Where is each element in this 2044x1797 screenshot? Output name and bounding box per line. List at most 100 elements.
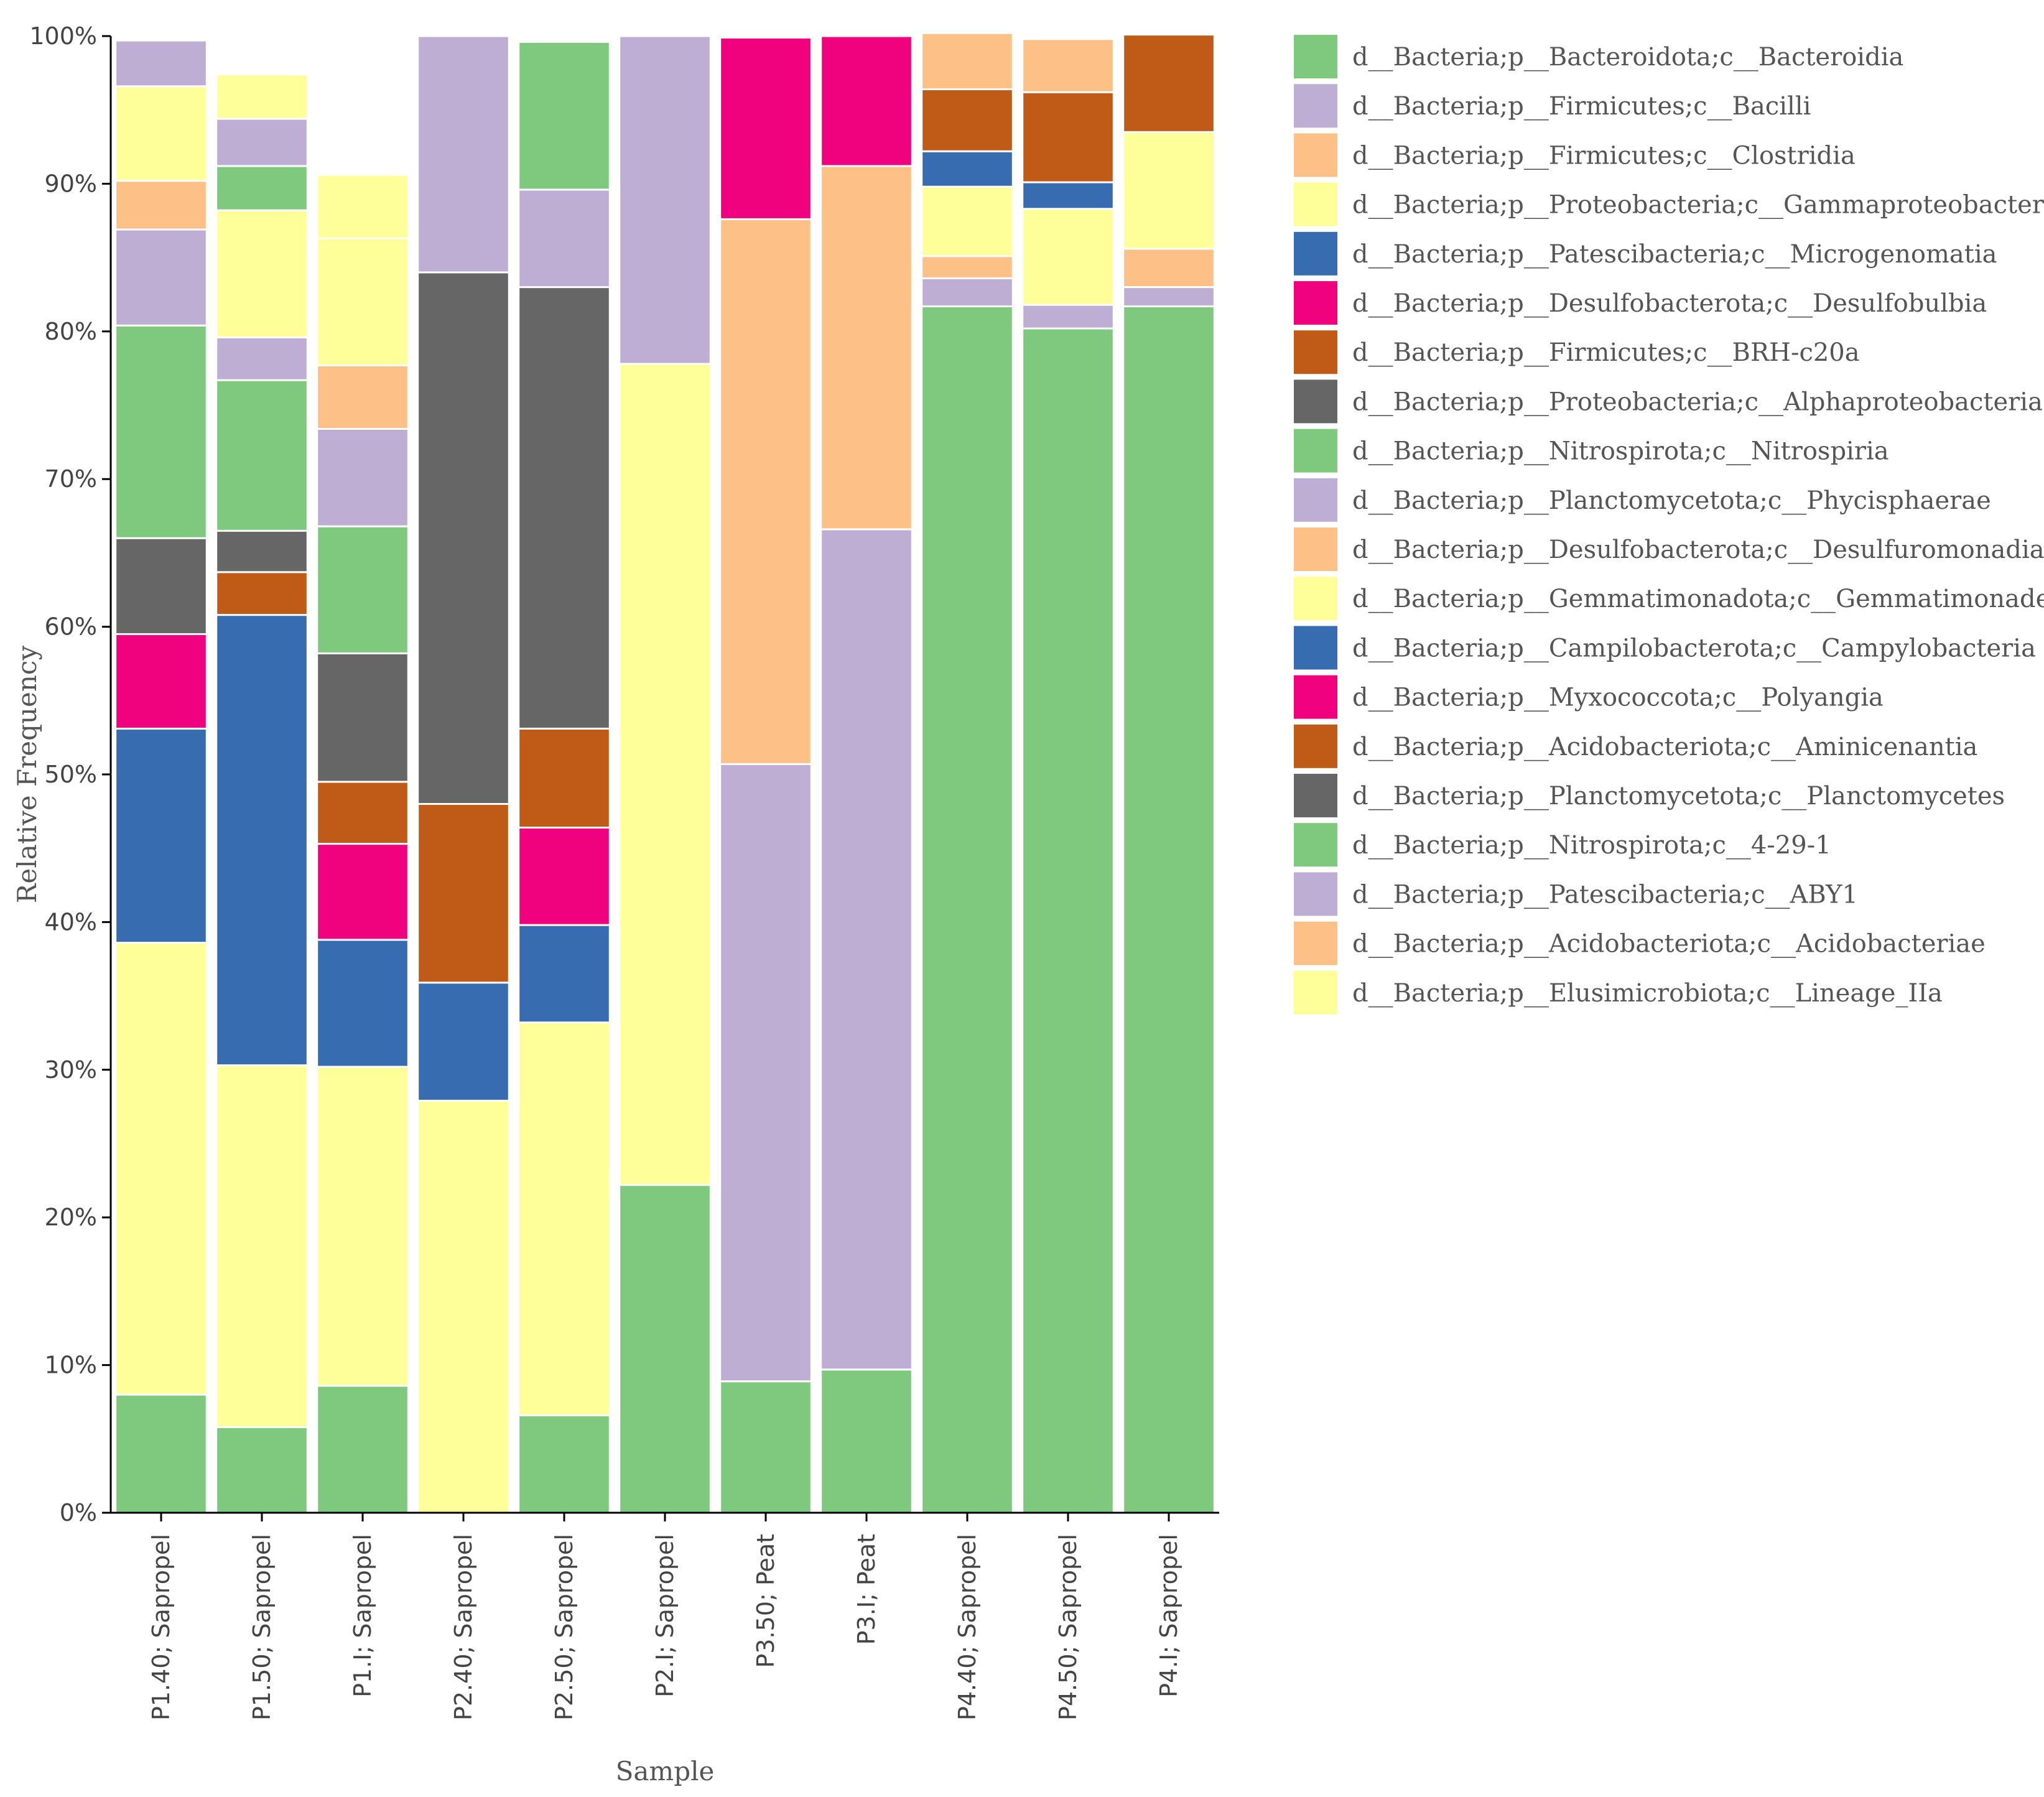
bar-segment[interactable] [1021,181,1115,210]
bar-segment[interactable] [316,843,409,941]
legend-item[interactable]: d__Bacteria;p__Gemmatimonadota;c__Gemmat… [1294,577,2044,621]
bar-segment[interactable] [215,1426,309,1514]
bar-segment[interactable] [215,614,309,1067]
bar-segment[interactable] [316,1385,409,1514]
bar-segment[interactable] [1122,286,1215,307]
bar-segment[interactable] [215,336,309,381]
bar-segment[interactable] [114,39,208,88]
bar-segment[interactable] [518,1414,611,1514]
bar-segment[interactable] [921,305,1014,1514]
bar-segment[interactable] [618,363,712,1186]
bar-segment[interactable] [114,1393,208,1514]
bar-segment[interactable] [114,537,208,635]
legend-item[interactable]: d__Bacteria;p__Nitrospirota;c__4-29-1 [1294,823,1831,867]
bar-segment[interactable] [316,364,409,430]
bar-segment[interactable] [417,982,510,1102]
x-tick-label: P1.I; Sapropel [349,1534,376,1697]
bar-segment[interactable] [417,271,510,805]
bar-segment[interactable] [820,35,913,167]
bar-segment[interactable] [215,1064,309,1428]
legend-item[interactable]: d__Bacteria;p__Nitrospirota;c__Nitrospir… [1294,429,1889,473]
bar-segment[interactable] [215,571,309,616]
legend-item[interactable]: d__Bacteria;p__Proteobacteria;c__Alphapr… [1294,379,2043,424]
bar-segment[interactable] [820,165,913,531]
y-tick-label: 0% [60,1499,97,1526]
bar-segment[interactable] [316,525,409,654]
bar-segment[interactable] [518,188,611,289]
bar-segment[interactable] [518,41,611,191]
legend-item[interactable]: d__Bacteria;p__Campilobacterota;c__Campy… [1294,626,2036,670]
bar-segment[interactable] [719,763,812,1383]
bar-segment[interactable] [1021,327,1115,1514]
bar-segment[interactable] [518,826,611,926]
bar-segment[interactable] [1021,304,1115,330]
bar-segment[interactable] [316,427,409,527]
bar-segment[interactable] [1122,34,1215,133]
legend-label: d__Bacteria;p__Nitrospirota;c__4-29-1 [1352,831,1831,860]
legend-item[interactable]: d__Bacteria;p__Elusimicrobiota;c__Lineag… [1294,970,1943,1015]
bar-segment[interactable] [1122,248,1215,289]
bar-stack [417,35,510,1514]
legend-item[interactable]: d__Bacteria;p__Firmicutes;c__Clostridia [1294,133,1856,177]
legend-item[interactable]: d__Bacteria;p__Myxococcota;c__Polyangia [1294,675,1884,719]
legend-item[interactable]: d__Bacteria;p__Patescibacteria;c__Microg… [1294,231,1997,276]
bar-segment[interactable] [518,727,611,829]
bar-segment[interactable] [417,1100,510,1514]
bar-segment[interactable] [417,802,510,984]
legend-item[interactable]: d__Bacteria;p__Firmicutes;c__BRH-c20a [1294,330,1860,374]
bar-segment[interactable] [114,942,208,1396]
legend-swatch [1294,35,1337,78]
bar-segment[interactable] [719,1380,812,1514]
legend-item[interactable]: d__Bacteria;p__Desulfobacterota;c__Desul… [1294,281,1987,325]
bar-segment[interactable] [921,255,1014,279]
bar-segment[interactable] [518,1021,611,1416]
bar-segment[interactable] [719,36,812,220]
x-axis-title: Sample [616,1756,715,1786]
bar-segment[interactable] [719,218,812,765]
bar-segment[interactable] [114,228,208,327]
legend-item[interactable]: d__Bacteria;p__Bacteroidota;c__Bacteroid… [1294,35,1903,78]
bar-segment[interactable] [820,528,913,1371]
bar-segment[interactable] [215,118,309,167]
bar-segment[interactable] [215,73,309,120]
legend-item[interactable]: d__Bacteria;p__Firmicutes;c__Bacilli [1294,84,1811,128]
bar-segment[interactable] [921,185,1014,258]
bar-segment[interactable] [114,633,208,730]
bar-segment[interactable] [820,1368,913,1514]
legend-item[interactable]: d__Bacteria;p__Proteobacteria;c__Gammapr… [1294,182,2044,226]
bar-segment[interactable] [215,529,309,573]
bar-segment[interactable] [114,324,208,539]
bar-segment[interactable] [316,652,409,783]
bar-segment[interactable] [1021,91,1115,183]
bar-segment[interactable] [114,85,208,182]
bar-segment[interactable] [316,237,409,366]
bar-segment[interactable] [417,35,510,274]
bar-segment[interactable] [1122,305,1215,1514]
legend-item[interactable]: d__Bacteria;p__Acidobacteriota;c__Aminic… [1294,724,1977,768]
bar-segment[interactable] [114,180,208,231]
bar-segment[interactable] [618,1184,712,1514]
bar-segment[interactable] [1021,38,1115,93]
bar-segment[interactable] [921,32,1014,90]
bar-segment[interactable] [921,277,1014,307]
bar-segment[interactable] [215,209,309,338]
bar-segment[interactable] [316,781,409,845]
legend-item[interactable]: d__Bacteria;p__Acidobacteriota;c__Acidob… [1294,921,1986,965]
bar-segment[interactable] [316,939,409,1068]
bar-segment[interactable] [518,924,611,1024]
bar-segment[interactable] [215,379,309,532]
bar-segment[interactable] [1021,208,1115,306]
legend-item[interactable]: d__Bacteria;p__Patescibacteria;c__ABY1 [1294,872,1858,916]
bar-segment[interactable] [215,165,309,211]
bar-segment[interactable] [316,174,409,239]
bar-segment[interactable] [518,286,611,730]
bar-segment[interactable] [316,1066,409,1387]
legend-item[interactable]: d__Bacteria;p__Planctomycetota;c__Phycis… [1294,478,1991,522]
bar-segment[interactable] [1122,131,1215,250]
bar-segment[interactable] [114,727,208,944]
legend-item[interactable]: d__Bacteria;p__Desulfobacterota;c__Desul… [1294,527,2044,571]
legend-item[interactable]: d__Bacteria;p__Planctomycetota;c__Planct… [1294,774,2005,817]
bar-segment[interactable] [921,150,1014,188]
bar-segment[interactable] [921,88,1014,152]
bar-segment[interactable] [618,35,712,365]
